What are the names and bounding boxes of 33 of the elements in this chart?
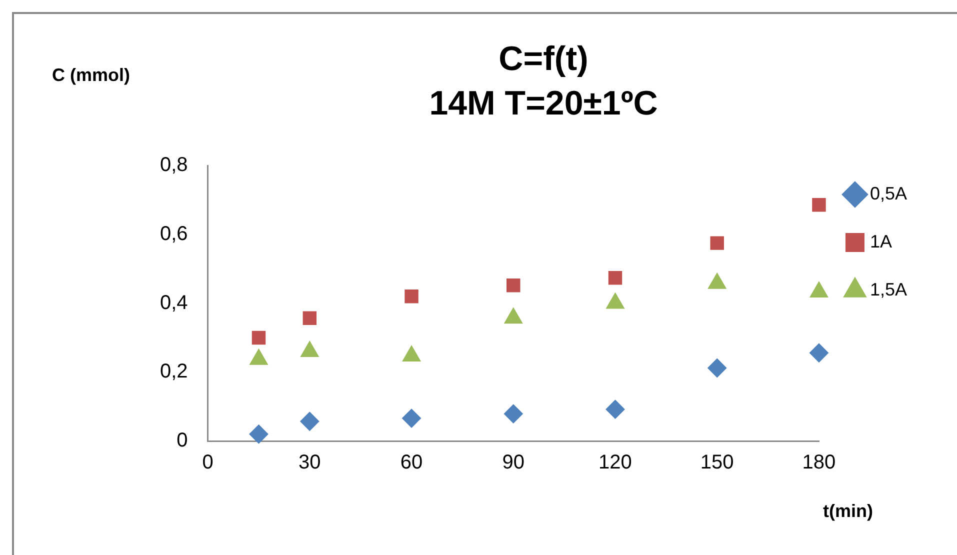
x-tick-label: 120: [598, 452, 632, 474]
y-tick-label: 0,8: [160, 154, 188, 176]
x-tick-label: 0: [202, 452, 214, 474]
legend-label: 1A: [870, 231, 892, 252]
chart-subtitle: 14M T=20±1ºC: [429, 84, 658, 123]
point: [402, 408, 422, 428]
x-tick-label: 60: [400, 452, 423, 474]
chart-title: C=f(t): [498, 40, 588, 78]
x-tick-label: 30: [298, 452, 321, 474]
point: [300, 412, 320, 431]
x-axis-title: t(min): [823, 500, 873, 521]
x-tick-label: 90: [502, 452, 525, 474]
x-tick-label: 180: [802, 452, 836, 474]
x-tick-label: 150: [700, 452, 734, 474]
point: [504, 404, 523, 424]
point: [404, 290, 418, 304]
point: [302, 311, 317, 325]
y-tick-label: 0,4: [160, 292, 188, 314]
point: [608, 270, 622, 285]
point: [606, 400, 625, 419]
point: [252, 330, 266, 345]
point: [812, 198, 826, 212]
legend-label: 1,5A: [870, 279, 908, 300]
point: [249, 424, 268, 444]
y-tick-label: 0: [176, 430, 188, 452]
legend-label: 0,5A: [870, 183, 908, 204]
y-axis-title: C (mmol): [52, 64, 130, 85]
point: [506, 278, 520, 292]
y-tick-label: 0,6: [160, 222, 188, 245]
y-tick-label: 0,2: [160, 360, 188, 383]
point: [710, 236, 724, 250]
point: [708, 358, 727, 378]
point: [809, 343, 828, 362]
